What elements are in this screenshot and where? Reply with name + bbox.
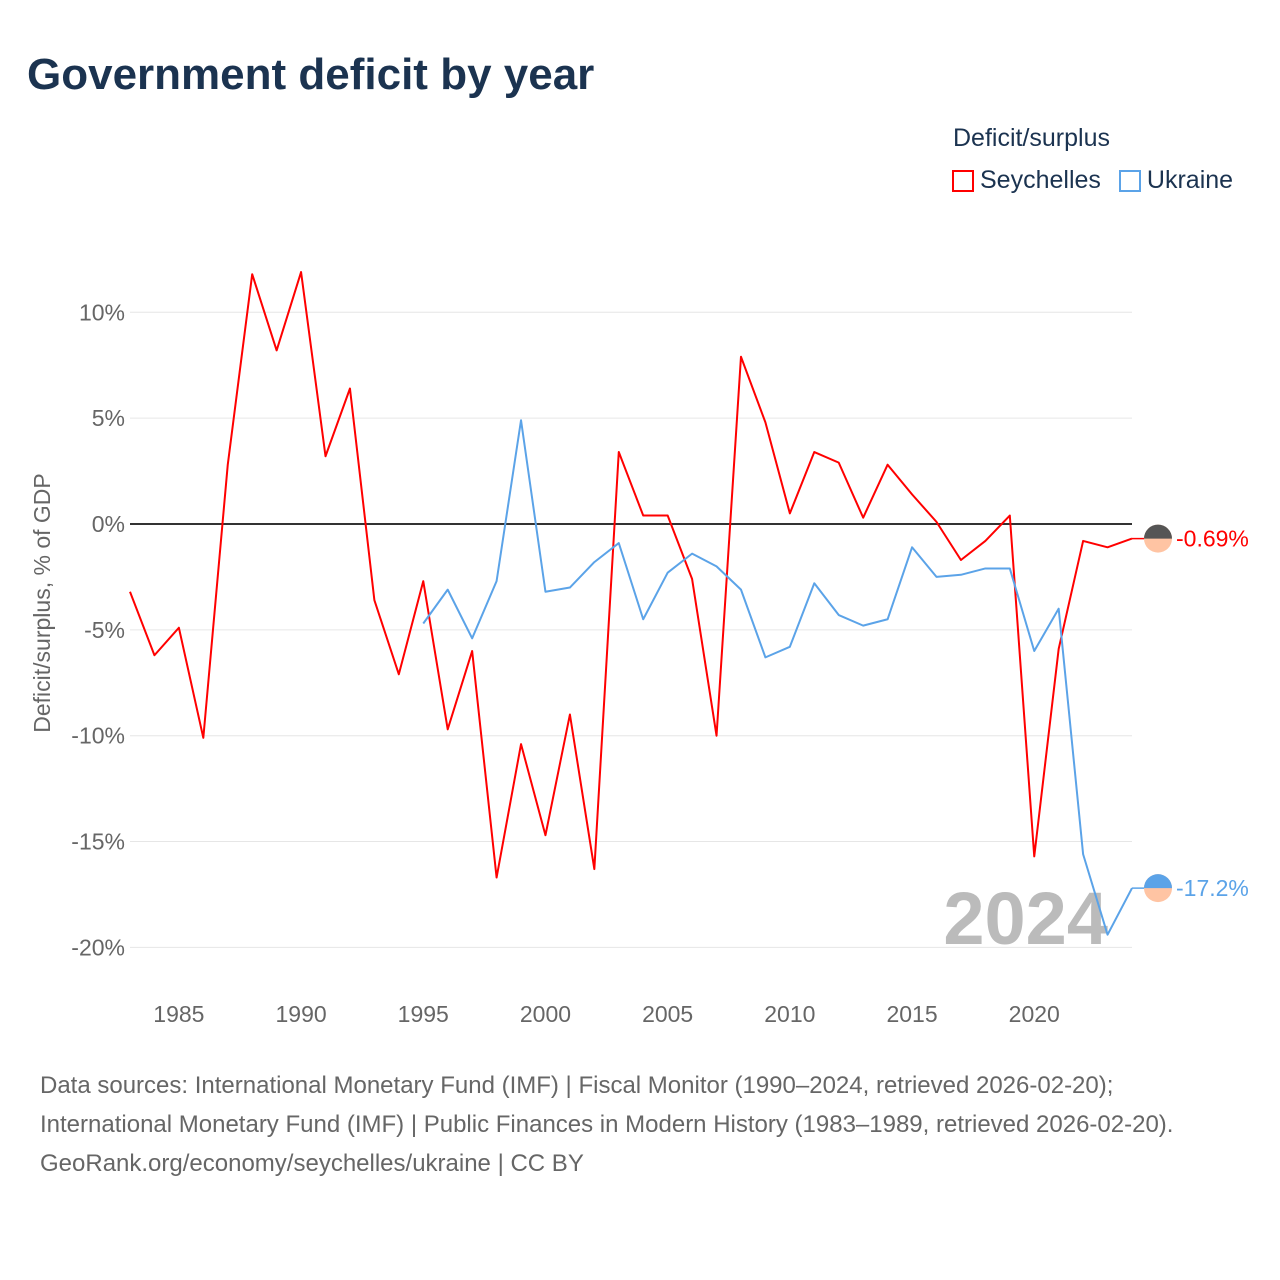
line-chart: 10% 5% 0% -5% -10% -15% -20% 1985 1990 1995 2000 20… xyxy=(29,271,1249,1027)
end-value-label: -0.69% xyxy=(1176,526,1249,552)
y-tick-label: 10% xyxy=(79,299,125,325)
x-tick-label: 1990 xyxy=(275,1001,326,1027)
source-link[interactable]: GeoRank.org/economy/seychelles/ukraine |… xyxy=(40,1150,584,1177)
y-tick-label: -5% xyxy=(84,617,125,643)
y-tick-label: -15% xyxy=(71,829,125,855)
series-line-seychelles xyxy=(129,271,1133,879)
legend-item-ukraine[interactable]: Ukraine xyxy=(1118,166,1234,195)
end-marker-half xyxy=(1144,874,1172,889)
chart-title: Government deficit by year xyxy=(27,50,595,99)
source-text: Data sources: International Monetary Fun… xyxy=(40,1072,1174,1138)
year-watermark: 2024 xyxy=(943,877,1108,960)
legend-swatch-ukraine xyxy=(1118,169,1141,192)
y-tick-label: -20% xyxy=(71,934,125,960)
y-tick-label: -10% xyxy=(71,723,125,749)
y-tick-label: 5% xyxy=(92,405,125,431)
x-tick-label: 1995 xyxy=(398,1001,449,1027)
source-note: Data sources: International Monetary Fun… xyxy=(40,1066,1240,1183)
x-tick-label: 1985 xyxy=(153,1001,204,1027)
series-line-ukraine xyxy=(422,419,1133,936)
legend-item-seychelles[interactable]: Seychelles xyxy=(952,166,1101,195)
end-value-label: -17.2% xyxy=(1176,875,1249,901)
legend-title: Deficit/surplus xyxy=(953,124,1110,152)
x-tick-label: 2005 xyxy=(642,1001,693,1027)
legend-swatch-seychelles xyxy=(952,169,974,192)
x-tick-label: 2010 xyxy=(764,1001,815,1027)
end-marker-half xyxy=(1144,524,1172,539)
legend: Seychelles Ukraine xyxy=(952,166,1233,195)
y-axis-label: Deficit/surplus, % of GDP xyxy=(29,473,55,732)
x-tick-label: 2015 xyxy=(886,1001,937,1027)
legend-label: Ukraine xyxy=(1146,166,1234,194)
x-tick-label: 2000 xyxy=(520,1001,571,1027)
x-tick-label: 2020 xyxy=(1009,1001,1060,1027)
y-tick-label: 0% xyxy=(92,511,125,537)
legend-label: Seychelles xyxy=(980,166,1101,194)
